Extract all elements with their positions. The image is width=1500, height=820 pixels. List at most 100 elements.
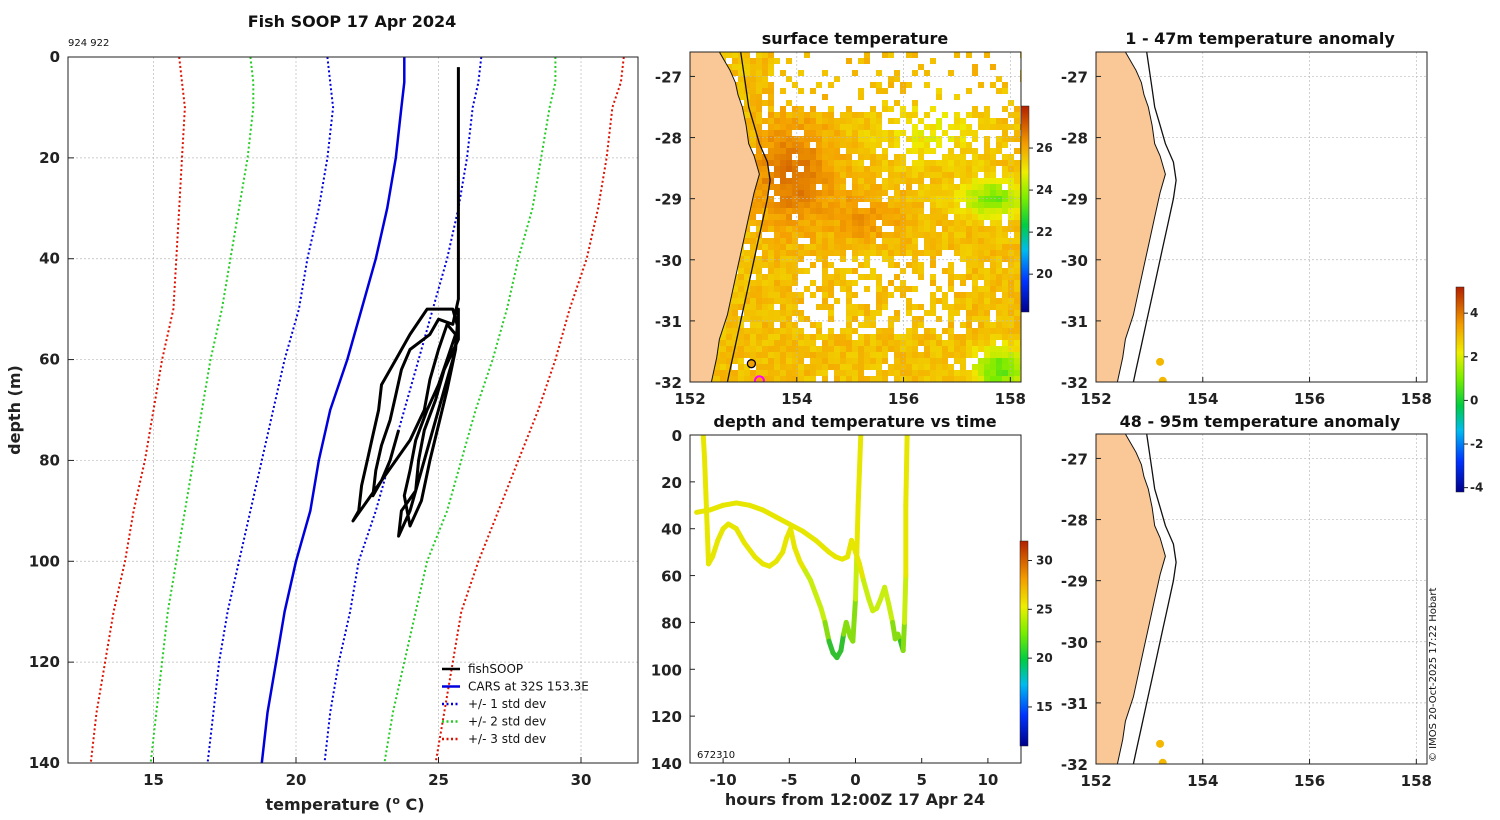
- sst-cell: [864, 226, 870, 232]
- ts-ytick-label: 100: [651, 661, 682, 679]
- sst-cell: [954, 190, 960, 196]
- sst-cell: [852, 328, 858, 334]
- sst-cell: [762, 364, 768, 370]
- sst-cell: [1002, 310, 1008, 316]
- sst-cell: [978, 82, 984, 88]
- sst-cell: [972, 352, 978, 358]
- sst-cell: [756, 280, 762, 286]
- sst-cell: [966, 130, 972, 136]
- sst-cell: [984, 142, 990, 148]
- sst-cell: [990, 220, 996, 226]
- sst-cell: [900, 268, 906, 274]
- sst-cell: [996, 184, 1002, 190]
- sst-cell: [996, 118, 1002, 124]
- sst-cell: [924, 232, 930, 238]
- sst-cell: [996, 376, 1002, 382]
- sst-cell: [822, 190, 828, 196]
- sst-cell: [888, 106, 894, 112]
- sst-cell: [954, 172, 960, 178]
- sst-cell: [828, 208, 834, 214]
- sst-cell: [972, 130, 978, 136]
- sst-cell: [816, 124, 822, 130]
- sst-cell: [846, 160, 852, 166]
- sst-cell: [840, 244, 846, 250]
- sst-cell: [762, 76, 768, 82]
- sst-cell: [846, 334, 852, 340]
- sst-cell: [852, 178, 858, 184]
- anom1-ytick-label: -31: [1061, 313, 1088, 331]
- sst-cell: [936, 118, 942, 124]
- sst-cell: [972, 292, 978, 298]
- sst-cell: [810, 262, 816, 268]
- anom2-xtick-label: 152: [1080, 772, 1111, 790]
- sst-cell: [888, 232, 894, 238]
- sst-cell: [726, 340, 732, 346]
- sst-cell: [936, 184, 942, 190]
- sst-cell: [780, 328, 786, 334]
- sst-cell: [882, 334, 888, 340]
- sst-cell: [780, 118, 786, 124]
- sst-cell: [1008, 172, 1014, 178]
- sst-cell: [762, 286, 768, 292]
- sst-cell: [936, 88, 942, 94]
- sst-cell: [876, 304, 882, 310]
- sst-cell: [780, 154, 786, 160]
- sst-cell: [1002, 124, 1008, 130]
- sst-cell: [864, 232, 870, 238]
- anom1-ytick-label: -32: [1061, 374, 1088, 392]
- sst-cell: [852, 172, 858, 178]
- sst-cell: [894, 238, 900, 244]
- sst-cell: [744, 100, 750, 106]
- sst-cell: [876, 346, 882, 352]
- sst-cell: [750, 82, 756, 88]
- sst-cell: [840, 274, 846, 280]
- anom2-map: [1096, 434, 1427, 764]
- sst-cell: [954, 358, 960, 364]
- ts-track-segment: [855, 467, 862, 508]
- sst-cell: [858, 124, 864, 130]
- sst-cell: [990, 82, 996, 88]
- sst-cell: [816, 364, 822, 370]
- sst-cell: [858, 370, 864, 376]
- sst-cell: [996, 298, 1002, 304]
- sst-cell: [924, 226, 930, 232]
- sst-cell: [834, 136, 840, 142]
- sst-cell: [720, 334, 726, 340]
- sst-cell: [930, 220, 936, 226]
- sst-cell: [768, 370, 774, 376]
- sst-cell: [864, 118, 870, 124]
- sst-cell: [762, 82, 768, 88]
- sst-cell: [984, 274, 990, 280]
- sst-cell: [846, 196, 852, 202]
- sst-cell: [798, 172, 804, 178]
- sst-cell: [816, 220, 822, 226]
- sst-cell: [744, 316, 750, 322]
- sst-cell: [810, 250, 816, 256]
- sst-cell: [768, 70, 774, 76]
- sst-cell: [930, 124, 936, 130]
- sst-cell: [876, 328, 882, 334]
- sst-cell: [936, 202, 942, 208]
- ts-xtick-label: -10: [710, 771, 737, 789]
- sst-cell: [930, 148, 936, 154]
- sst-cell: [798, 208, 804, 214]
- sst-cell: [858, 94, 864, 100]
- sst-cell: [936, 364, 942, 370]
- sst-cell: [768, 340, 774, 346]
- sst-cell: [768, 148, 774, 154]
- sst-cell: [888, 52, 894, 58]
- sst-cell: [882, 298, 888, 304]
- sst-cell: [972, 112, 978, 118]
- sst-cell: [900, 244, 906, 250]
- sst-cell: [726, 52, 732, 58]
- sst-cell: [942, 184, 948, 190]
- sst-cell: [756, 226, 762, 232]
- sst-cell: [1002, 322, 1008, 328]
- sst-cell: [978, 334, 984, 340]
- sst-cell: [780, 214, 786, 220]
- sst-cell: [768, 154, 774, 160]
- sst-cell: [1008, 370, 1014, 376]
- sst-cell: [798, 232, 804, 238]
- sst-cell: [936, 238, 942, 244]
- profile-ytick-label: 40: [39, 250, 60, 268]
